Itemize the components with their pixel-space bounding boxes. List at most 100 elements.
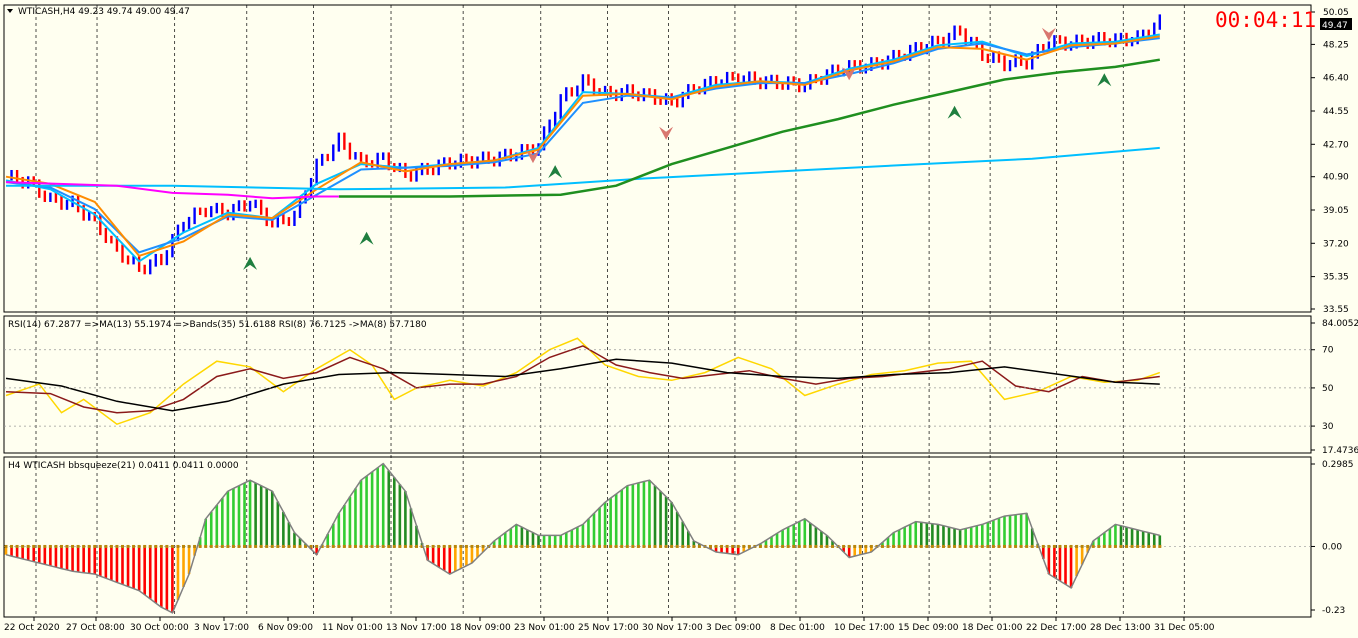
price-bar xyxy=(1064,36,1067,51)
histogram-bar xyxy=(293,532,296,547)
price-bar xyxy=(709,76,712,87)
price-bar xyxy=(1080,34,1084,45)
time-label: 27 Oct 08:00 xyxy=(66,623,125,633)
moving-average-line xyxy=(5,35,1160,258)
squeeze-dot xyxy=(326,544,330,548)
histogram-bar xyxy=(548,535,551,547)
price-bar xyxy=(1147,29,1150,39)
price-bar xyxy=(237,200,241,212)
squeeze-dot xyxy=(159,544,163,548)
current-price-tag-bg xyxy=(1320,18,1352,30)
squeeze-dot xyxy=(132,544,136,548)
price-bar xyxy=(54,192,58,203)
price-bar xyxy=(1053,35,1056,49)
squeeze-dot xyxy=(453,544,457,548)
squeeze-dot xyxy=(520,544,524,548)
price-bar xyxy=(626,84,629,96)
squeeze-dot xyxy=(647,544,651,548)
histogram-bar xyxy=(814,527,818,547)
squeeze-dot xyxy=(581,544,585,548)
histogram-bar xyxy=(770,536,773,547)
squeeze-dot xyxy=(459,544,463,548)
price-bar xyxy=(631,84,635,99)
price-bar xyxy=(803,82,806,93)
histogram-bar xyxy=(426,546,429,561)
histogram-bar xyxy=(148,546,152,599)
squeeze-dot xyxy=(980,544,984,548)
price-bar xyxy=(271,218,274,228)
price-bar xyxy=(38,179,41,198)
price-bar xyxy=(559,94,562,119)
histogram-bar xyxy=(171,546,174,613)
time-label: 3 Dec 09:00 xyxy=(706,623,761,633)
histogram-bar xyxy=(919,522,923,547)
price-bar xyxy=(104,227,108,243)
price-bar xyxy=(947,32,951,48)
sell-arrow-icon xyxy=(659,126,674,140)
squeeze-dot xyxy=(1030,544,1034,548)
squeeze-dot xyxy=(481,544,485,548)
moving-average-line xyxy=(338,58,1161,198)
bbsqueeze-info: H4 WTICASH bbsqueeze(21) 0.0411 0.0411 0… xyxy=(8,461,239,471)
histogram-bar xyxy=(986,522,990,547)
bbsqueeze-pane: 0.2985 0.00 -0.23 H4 WTICASH bbsqueeze(21)… xyxy=(3,456,1354,618)
squeeze-dot xyxy=(82,544,86,548)
squeeze-dot xyxy=(15,544,19,548)
squeeze-dot xyxy=(542,544,546,548)
squeeze-dot xyxy=(620,544,624,548)
price-bar xyxy=(459,153,463,168)
squeeze-dot xyxy=(742,544,746,548)
histogram-bar xyxy=(459,546,463,569)
bbsqueeze-pane-frame xyxy=(3,456,1312,618)
squeeze-dot xyxy=(10,544,14,548)
histogram-bar xyxy=(714,546,718,552)
histogram-bar xyxy=(1097,536,1101,547)
squeeze-dot xyxy=(525,544,529,548)
squeeze-dot xyxy=(681,544,685,548)
squeeze-dot xyxy=(381,544,385,548)
squeeze-dot xyxy=(392,544,396,548)
histogram-bar xyxy=(1025,513,1028,547)
price-bar xyxy=(770,74,773,84)
squeeze-dot xyxy=(975,544,979,548)
histogram-bar xyxy=(720,546,723,553)
squeeze-dot xyxy=(414,544,418,548)
histogram-bar xyxy=(809,522,812,547)
squeeze-dot xyxy=(187,544,191,548)
price-bar xyxy=(99,214,102,236)
squeeze-dot xyxy=(659,544,663,548)
squeeze-dot xyxy=(43,544,47,548)
squeeze-dot xyxy=(498,544,502,548)
squeeze-dot xyxy=(808,544,812,548)
squeeze-dot xyxy=(847,544,851,548)
squeeze-dot xyxy=(54,544,58,548)
squeeze-dot xyxy=(1075,544,1079,548)
histogram-bar xyxy=(298,538,302,547)
histogram-bar xyxy=(1086,546,1089,553)
squeeze-dot xyxy=(426,544,430,548)
histogram-bar xyxy=(470,546,474,564)
price-bar xyxy=(1008,60,1012,72)
price-bar xyxy=(1036,43,1039,59)
price-bar xyxy=(892,49,895,63)
squeeze-dot xyxy=(1113,544,1117,548)
price-pane-frame xyxy=(3,4,1312,313)
squeeze-dot xyxy=(559,544,563,548)
histogram-bar xyxy=(681,521,685,547)
price-bar xyxy=(753,71,757,85)
price-bar xyxy=(676,98,679,108)
price-bar xyxy=(88,211,91,221)
histogram-bar xyxy=(1075,546,1078,577)
squeeze-dot xyxy=(720,544,724,548)
menu-triangle-icon[interactable] xyxy=(7,9,13,13)
histogram-bar xyxy=(431,546,435,564)
squeeze-dot xyxy=(259,544,263,548)
histogram-bar xyxy=(37,546,41,564)
squeeze-dot xyxy=(969,544,973,548)
squeeze-dot xyxy=(736,544,740,548)
squeeze-dot xyxy=(320,544,324,548)
squeeze-dot xyxy=(953,544,957,548)
squeeze-dot xyxy=(248,544,252,548)
histogram-bar xyxy=(1119,525,1123,547)
price-tick-label: 40.90 xyxy=(1323,173,1349,183)
